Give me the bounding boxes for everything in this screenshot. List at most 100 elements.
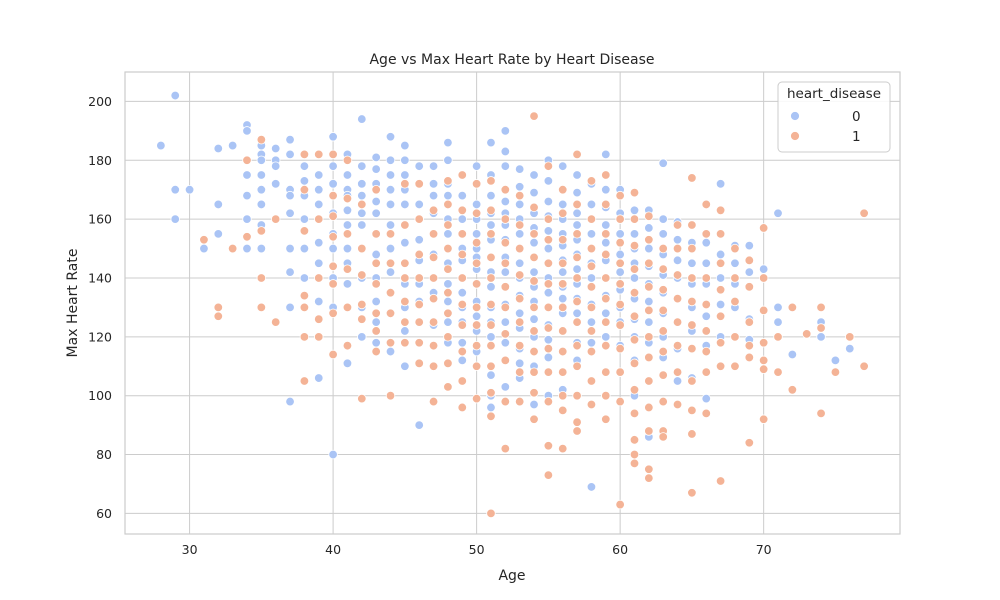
data-point-series-0 xyxy=(213,143,223,154)
y-tick-label: 100 xyxy=(88,388,112,403)
data-point-series-1 xyxy=(500,302,511,313)
data-point-series-1 xyxy=(299,185,310,195)
y-tick-label: 120 xyxy=(88,329,112,344)
data-point-series-0 xyxy=(285,396,295,407)
data-point-series-0 xyxy=(572,170,582,180)
data-point-series-1 xyxy=(514,367,525,377)
data-point-series-0 xyxy=(371,164,381,174)
data-point-series-1 xyxy=(371,229,381,239)
data-point-series-0 xyxy=(471,311,482,321)
data-point-series-1 xyxy=(658,285,668,295)
data-point-series-1 xyxy=(543,367,554,377)
data-point-series-1 xyxy=(428,293,439,304)
data-point-series-1 xyxy=(701,326,711,336)
data-point-series-1 xyxy=(816,323,826,333)
data-point-series-1 xyxy=(687,220,697,230)
data-point-series-1 xyxy=(644,332,654,342)
data-point-series-0 xyxy=(170,90,180,101)
data-point-series-1 xyxy=(529,388,539,398)
data-point-series-1 xyxy=(400,273,410,283)
data-point-series-1 xyxy=(428,340,439,351)
data-point-series-0 xyxy=(385,346,396,357)
data-point-series-1 xyxy=(256,302,267,313)
data-point-series-1 xyxy=(730,361,740,371)
data-point-series-0 xyxy=(443,190,453,201)
data-point-series-1 xyxy=(385,288,396,298)
data-point-series-0 xyxy=(644,317,654,327)
data-point-series-1 xyxy=(644,376,654,386)
data-point-series-1 xyxy=(371,279,381,289)
data-point-series-0 xyxy=(385,220,396,230)
data-point-series-1 xyxy=(357,393,367,404)
data-point-series-1 xyxy=(357,243,367,254)
data-point-series-1 xyxy=(500,443,511,454)
data-point-series-0 xyxy=(285,190,295,201)
data-point-series-1 xyxy=(701,199,711,210)
data-point-series-0 xyxy=(543,176,554,186)
data-point-series-1 xyxy=(385,390,396,401)
data-point-series-1 xyxy=(586,376,597,386)
data-point-series-0 xyxy=(457,338,467,348)
data-point-series-0 xyxy=(385,170,396,180)
data-point-series-1 xyxy=(457,320,467,330)
data-point-series-0 xyxy=(586,482,597,492)
data-point-series-1 xyxy=(644,426,654,436)
data-point-series-0 xyxy=(299,176,310,186)
data-point-series-1 xyxy=(715,311,726,321)
data-point-series-1 xyxy=(529,252,539,263)
data-point-series-1 xyxy=(471,393,482,404)
data-point-series-1 xyxy=(371,258,381,268)
data-point-series-1 xyxy=(687,320,697,330)
data-point-series-1 xyxy=(500,214,511,224)
data-point-series-1 xyxy=(744,282,755,292)
data-point-series-1 xyxy=(601,414,611,424)
data-point-series-0 xyxy=(328,179,338,189)
data-point-series-0 xyxy=(514,164,525,174)
data-point-series-1 xyxy=(457,170,467,180)
data-point-series-0 xyxy=(357,190,367,201)
data-point-series-1 xyxy=(572,199,582,210)
data-point-series-1 xyxy=(443,264,453,274)
data-point-series-1 xyxy=(500,355,511,366)
data-point-series-1 xyxy=(672,399,683,410)
data-point-series-0 xyxy=(586,317,597,327)
data-point-series-1 xyxy=(644,211,654,221)
data-point-series-0 xyxy=(816,332,826,342)
data-point-series-0 xyxy=(543,288,554,298)
data-point-series-0 xyxy=(414,199,424,210)
data-point-series-0 xyxy=(227,140,238,151)
data-point-series-0 xyxy=(572,220,582,230)
data-point-series-1 xyxy=(715,229,726,239)
data-point-series-0 xyxy=(328,132,338,142)
data-point-series-0 xyxy=(357,161,367,171)
data-point-series-1 xyxy=(543,258,554,268)
data-point-series-0 xyxy=(572,308,582,319)
data-point-series-1 xyxy=(457,205,467,216)
data-point-series-1 xyxy=(342,264,353,274)
data-point-series-0 xyxy=(285,149,295,160)
data-point-series-0 xyxy=(529,170,539,180)
data-point-series-1 xyxy=(715,476,726,486)
data-point-series-1 xyxy=(543,161,554,171)
data-point-series-0 xyxy=(385,199,396,210)
data-point-series-1 xyxy=(486,252,496,263)
data-point-series-1 xyxy=(342,155,353,165)
data-point-series-1 xyxy=(529,202,539,213)
data-point-series-1 xyxy=(572,417,582,427)
data-point-series-0 xyxy=(357,332,367,342)
data-point-series-1 xyxy=(601,273,611,283)
data-point-series-1 xyxy=(701,346,711,357)
x-tick-labels: 30 40 50 60 70 xyxy=(182,542,772,557)
data-point-series-1 xyxy=(213,311,223,321)
data-point-series-0 xyxy=(572,264,582,274)
data-point-series-0 xyxy=(830,355,841,366)
data-point-series-1 xyxy=(629,240,640,251)
data-point-series-0 xyxy=(758,264,769,274)
data-point-series-0 xyxy=(342,205,353,216)
data-point-series-0 xyxy=(285,208,295,218)
data-point-series-0 xyxy=(500,267,511,277)
data-point-series-0 xyxy=(385,185,396,195)
data-point-series-1 xyxy=(658,264,668,274)
data-point-series-0 xyxy=(270,179,281,189)
data-point-series-1 xyxy=(400,258,410,268)
